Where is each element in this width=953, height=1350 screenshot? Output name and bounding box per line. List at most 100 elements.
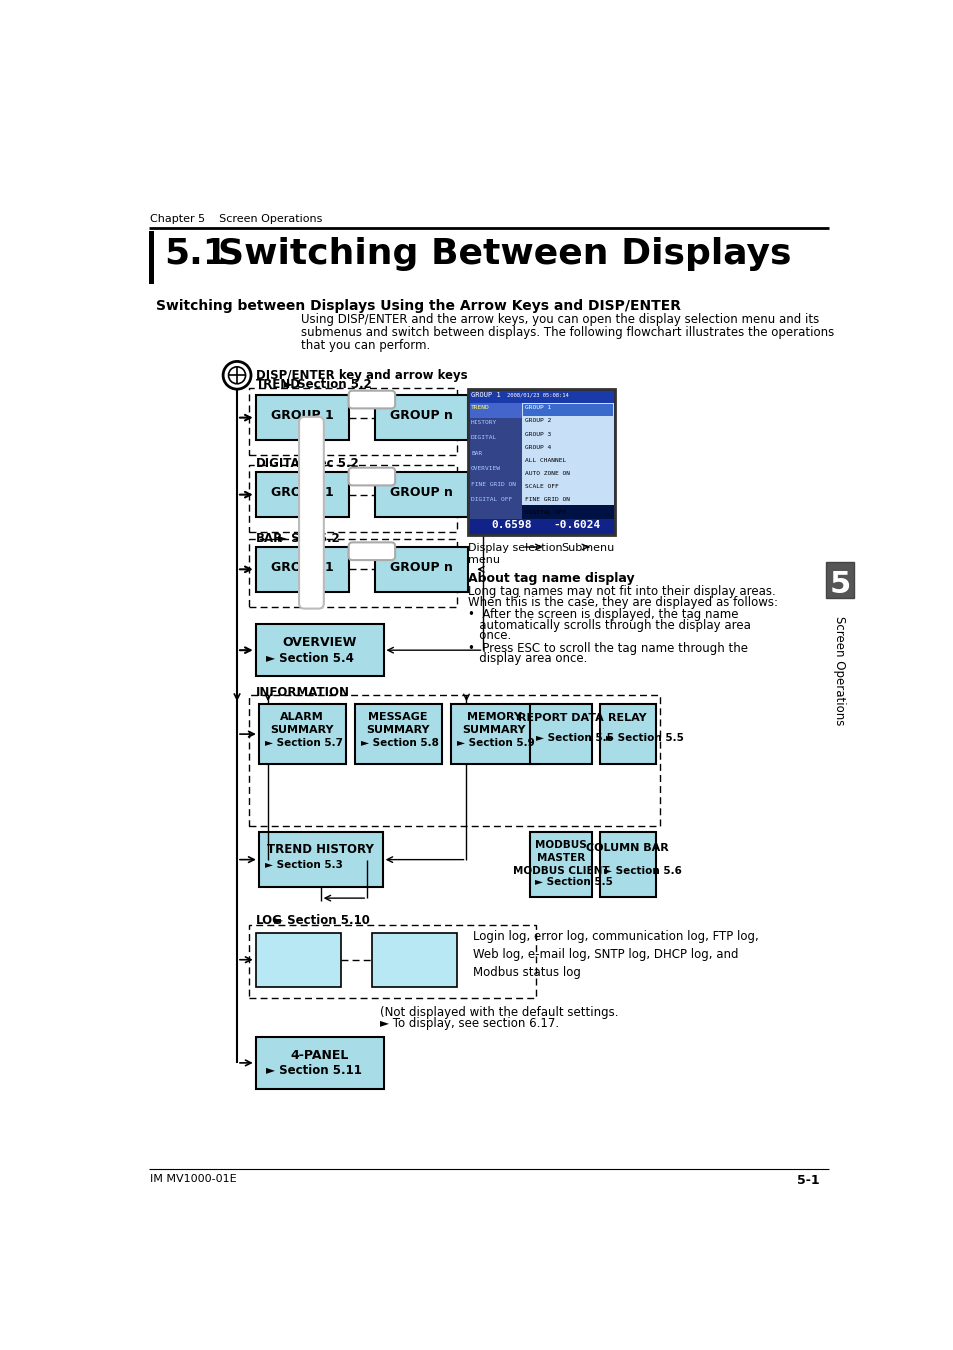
- Text: DIGITAL OFF: DIGITAL OFF: [524, 510, 565, 516]
- Text: COLUMN BAR: COLUMN BAR: [586, 842, 668, 853]
- Text: MODBUS
MASTER
MODBUS CLIENT: MODBUS MASTER MODBUS CLIENT: [512, 840, 609, 876]
- Text: ► Section 5.4: ► Section 5.4: [266, 652, 354, 664]
- Bar: [255, 547, 348, 591]
- Text: ► Section 5.9: ► Section 5.9: [456, 738, 535, 748]
- Text: Using DISP/ENTER and the arrow keys, you can open the display selection menu and: Using DISP/ENTER and the arrow keys, you…: [300, 313, 818, 325]
- Bar: [249, 925, 536, 998]
- Bar: [258, 705, 345, 764]
- Text: ► Section 5.5: ► Section 5.5: [605, 733, 683, 744]
- Text: REPORT DATA: REPORT DATA: [517, 713, 603, 724]
- Text: (Not displayed with the default settings.: (Not displayed with the default settings…: [379, 1006, 618, 1019]
- Bar: [469, 390, 613, 404]
- Text: GROUP n: GROUP n: [390, 486, 453, 500]
- Bar: [375, 547, 468, 591]
- Text: GROUP 1: GROUP 1: [271, 486, 334, 500]
- Bar: [469, 495, 521, 510]
- Bar: [468, 389, 615, 536]
- Text: Switching Between Displays: Switching Between Displays: [218, 236, 791, 271]
- Bar: [522, 429, 612, 443]
- FancyBboxPatch shape: [298, 417, 323, 609]
- Text: Submenu: Submenu: [560, 543, 614, 554]
- Text: LOG: LOG: [255, 914, 282, 927]
- Bar: [375, 472, 468, 517]
- Text: OVERVIEW: OVERVIEW: [282, 636, 356, 649]
- Bar: [522, 470, 612, 482]
- Text: Chapter 5    Screen Operations: Chapter 5 Screen Operations: [150, 213, 322, 224]
- Text: GROUP n: GROUP n: [390, 560, 453, 574]
- Text: that you can perform.: that you can perform.: [300, 339, 430, 352]
- Text: ► Sec 5.2: ► Sec 5.2: [297, 456, 359, 470]
- Bar: [375, 396, 468, 440]
- Text: FINE GRID ON: FINE GRID ON: [471, 482, 516, 486]
- Text: DIGITAL: DIGITAL: [255, 456, 308, 470]
- Bar: [255, 396, 348, 440]
- Text: ► Section 5.3: ► Section 5.3: [265, 860, 342, 869]
- Text: GROUP 4: GROUP 4: [524, 444, 550, 450]
- Bar: [249, 387, 456, 455]
- Bar: [522, 443, 612, 455]
- Text: •  Press ESC to scroll the tag name through the: • Press ESC to scroll the tag name throu…: [468, 641, 747, 655]
- Bar: [530, 832, 592, 898]
- Bar: [469, 404, 521, 520]
- FancyBboxPatch shape: [348, 390, 395, 409]
- Text: submenus and switch between displays. The following flowchart illustrates the op: submenus and switch between displays. Th…: [300, 325, 833, 339]
- Text: MESSAGE
SUMMARY: MESSAGE SUMMARY: [366, 711, 430, 734]
- Text: DISP/ENTER key and arrow keys: DISP/ENTER key and arrow keys: [255, 369, 467, 382]
- Text: About tag name display: About tag name display: [468, 572, 634, 586]
- Bar: [255, 472, 348, 517]
- Bar: [255, 1037, 383, 1089]
- Text: GROUP n: GROUP n: [390, 409, 453, 423]
- Bar: [469, 481, 521, 494]
- Bar: [599, 705, 655, 764]
- Text: 5: 5: [828, 570, 850, 599]
- Text: IM MV1000-01E: IM MV1000-01E: [150, 1173, 236, 1184]
- Bar: [469, 464, 521, 479]
- Text: SCALE OFF: SCALE OFF: [524, 483, 558, 489]
- Text: ► Section 5.6: ► Section 5.6: [604, 865, 681, 876]
- Bar: [825, 563, 853, 598]
- Bar: [249, 539, 456, 608]
- Bar: [469, 518, 613, 533]
- Text: FINE GRID ON: FINE GRID ON: [524, 497, 569, 502]
- Bar: [530, 705, 592, 764]
- Text: ► Section 5.5: ► Section 5.5: [534, 876, 612, 887]
- Bar: [599, 832, 655, 898]
- Bar: [521, 404, 613, 520]
- Text: GROUP 1: GROUP 1: [524, 405, 550, 410]
- Text: MEMORY
SUMMARY: MEMORY SUMMARY: [462, 711, 525, 734]
- Text: ALARM
SUMMARY: ALARM SUMMARY: [270, 711, 334, 734]
- Bar: [249, 695, 659, 826]
- Text: TREND: TREND: [471, 405, 489, 409]
- Text: 4-PANEL: 4-PANEL: [290, 1049, 348, 1062]
- Text: TREND: TREND: [255, 378, 300, 392]
- Bar: [522, 417, 612, 429]
- Text: When this is the case, they are displayed as follows:: When this is the case, they are displaye…: [468, 595, 778, 609]
- Text: ► Section 5.10: ► Section 5.10: [274, 914, 370, 927]
- Text: HISTORY: HISTORY: [471, 420, 497, 425]
- Bar: [355, 705, 441, 764]
- Text: ► Section 5.5: ► Section 5.5: [536, 733, 614, 744]
- Bar: [469, 404, 521, 417]
- Text: 2008/01/23 05:08:14: 2008/01/23 05:08:14: [506, 393, 568, 397]
- Text: DIGITAL: DIGITAL: [471, 435, 497, 440]
- Text: INFORMATION: INFORMATION: [255, 686, 350, 698]
- Bar: [522, 456, 612, 468]
- Bar: [372, 933, 456, 987]
- Text: Switching between Displays Using the Arrow Keys and DISP/ENTER: Switching between Displays Using the Arr…: [156, 300, 680, 313]
- Text: Display selection
menu: Display selection menu: [468, 543, 562, 564]
- Text: RELAY: RELAY: [608, 713, 646, 724]
- Text: -0.6024: -0.6024: [553, 520, 599, 531]
- Bar: [522, 495, 612, 508]
- Text: ALL CHANNEL: ALL CHANNEL: [524, 458, 565, 463]
- Text: •  After the screen is displayed, the tag name: • After the screen is displayed, the tag…: [468, 608, 738, 621]
- Bar: [521, 505, 613, 521]
- Text: ► Sec 5.2: ► Sec 5.2: [278, 532, 339, 544]
- Bar: [522, 482, 612, 494]
- Text: BAR: BAR: [255, 532, 283, 544]
- Text: ► Section 5.7: ► Section 5.7: [265, 738, 342, 748]
- Text: AUTO ZONE ON: AUTO ZONE ON: [524, 471, 569, 475]
- Text: GROUP 2: GROUP 2: [524, 418, 550, 424]
- FancyBboxPatch shape: [348, 543, 395, 560]
- Text: Long tag names may not fit into their display areas.: Long tag names may not fit into their di…: [468, 585, 775, 598]
- Text: GROUP 1: GROUP 1: [271, 560, 334, 574]
